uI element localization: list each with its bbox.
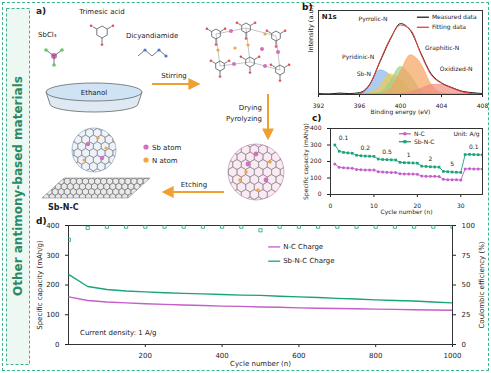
svg-text:0: 0 — [329, 202, 333, 209]
svg-text:Coulombic efficiency (%): Coulombic efficiency (%) — [478, 241, 486, 328]
svg-text:1: 1 — [407, 151, 411, 158]
svg-text:Pyrolyzing: Pyrolyzing — [226, 115, 262, 123]
svg-text:100: 100 — [462, 222, 475, 230]
svg-text:Other antimony-based materials: Other antimony-based materials — [11, 76, 25, 296]
svg-text:25: 25 — [462, 311, 471, 319]
svg-text:0: 0 — [55, 341, 59, 349]
svg-text:0: 0 — [318, 190, 322, 197]
svg-text:Graphitic-N: Graphitic-N — [425, 44, 459, 52]
svg-text:Current density: 1 A/g: Current density: 1 A/g — [80, 329, 157, 337]
svg-text:400: 400 — [46, 222, 59, 230]
svg-text:N-C: N-C — [414, 130, 425, 137]
svg-text:N-C Charge: N-C Charge — [283, 243, 323, 251]
svg-text:800: 800 — [369, 352, 382, 360]
svg-text:Cycle number (n): Cycle number (n) — [230, 360, 291, 368]
svg-text:0.5: 0.5 — [382, 148, 392, 155]
svg-text:75: 75 — [462, 251, 471, 259]
svg-text:N atom: N atom — [152, 157, 178, 165]
svg-text:Stirring: Stirring — [161, 72, 187, 80]
svg-text:396: 396 — [354, 102, 366, 109]
svg-text:Measured data: Measured data — [432, 13, 477, 20]
svg-text:Specific capacity (mAh/g): Specific capacity (mAh/g) — [36, 240, 44, 330]
svg-text:Pyrrolic-N: Pyrrolic-N — [359, 15, 388, 23]
svg-text:408: 408 — [477, 102, 488, 109]
svg-text:2: 2 — [428, 155, 432, 162]
svg-text:30: 30 — [457, 202, 465, 209]
svg-text:0.1: 0.1 — [339, 134, 349, 141]
svg-text:300: 300 — [46, 251, 59, 259]
svg-text:0.1: 0.1 — [469, 143, 479, 150]
svg-text:600: 600 — [292, 352, 305, 360]
svg-text:0: 0 — [462, 341, 466, 349]
svg-text:400: 400 — [310, 124, 322, 131]
svg-text:Drying: Drying — [239, 104, 262, 112]
svg-text:0.2: 0.2 — [360, 144, 370, 151]
svg-text:Oxidized-N: Oxidized-N — [440, 65, 473, 72]
svg-text:Fitting data: Fitting data — [432, 23, 466, 31]
svg-text:50: 50 — [462, 281, 471, 289]
svg-text:400: 400 — [215, 352, 228, 360]
svg-text:Specific capacity (mAh/g): Specific capacity (mAh/g) — [302, 123, 310, 200]
svg-text:404: 404 — [436, 102, 448, 109]
svg-text:Unit: A/g: Unit: A/g — [453, 130, 479, 138]
svg-text:SbCl₃: SbCl₃ — [38, 31, 57, 39]
svg-text:200: 200 — [310, 157, 322, 164]
svg-text:300: 300 — [310, 141, 322, 148]
svg-text:100: 100 — [310, 174, 322, 181]
svg-text:a): a) — [36, 6, 46, 16]
svg-text:Sb-N-C Charge: Sb-N-C Charge — [283, 257, 334, 265]
svg-text:200: 200 — [46, 281, 59, 289]
svg-text:5: 5 — [450, 160, 454, 167]
svg-text:200: 200 — [139, 352, 152, 360]
svg-text:Ethanol: Ethanol — [81, 89, 108, 97]
svg-text:N1s: N1s — [322, 13, 337, 21]
svg-text:Trimesic acid: Trimesic acid — [78, 8, 124, 16]
svg-text:10: 10 — [370, 202, 378, 209]
svg-text:Dicyandiamide: Dicyandiamide — [126, 32, 178, 40]
svg-text:Sb-N: Sb-N — [357, 70, 371, 77]
svg-text:Binding energy (eV): Binding energy (eV) — [371, 108, 431, 116]
svg-text:Sb-N-C: Sb-N-C — [48, 203, 79, 212]
svg-text:1000: 1000 — [444, 352, 462, 360]
svg-text:Etching: Etching — [181, 181, 207, 189]
svg-text:Sb-N-C: Sb-N-C — [414, 138, 435, 145]
svg-text:392: 392 — [313, 102, 325, 109]
svg-text:Pyridinic-N: Pyridinic-N — [342, 53, 374, 61]
svg-text:Sb atom: Sb atom — [152, 144, 181, 152]
svg-text:100: 100 — [46, 311, 59, 319]
svg-text:Cycle number (n): Cycle number (n) — [380, 208, 432, 216]
